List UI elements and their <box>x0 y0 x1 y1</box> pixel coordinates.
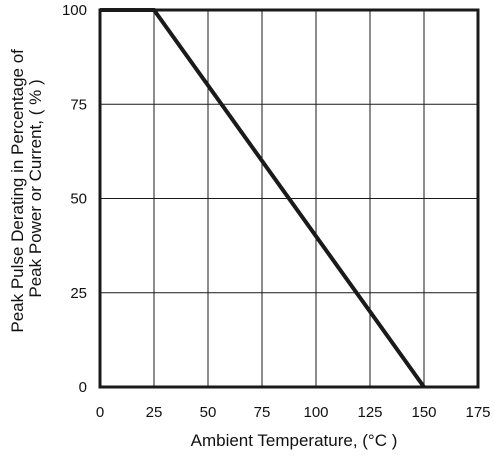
x-tick-label-125: 125 <box>357 404 382 421</box>
x-tick-label-0: 0 <box>96 404 104 421</box>
grid-lines <box>100 10 478 387</box>
x-tick-label-50: 50 <box>200 404 217 421</box>
y-tick-label-0: 0 <box>79 379 87 396</box>
y-tick-label-50: 50 <box>70 191 87 208</box>
x-tick-label-25: 25 <box>146 404 163 421</box>
x-tick-label-75: 75 <box>254 404 271 421</box>
x-axis-title: Ambient Temperature, (°C ) <box>191 431 398 450</box>
x-tick-labels: 0 25 50 75 100 125 150 175 <box>96 404 491 421</box>
y-axis-title-line-2: Peak Power or Current, ( % ) <box>26 79 45 297</box>
y-tick-label-25: 25 <box>70 285 87 302</box>
x-tick-label-100: 100 <box>303 404 328 421</box>
y-tick-labels: 0 25 50 75 100 <box>62 2 87 396</box>
x-tick-label-175: 175 <box>465 404 490 421</box>
y-axis-title: Peak Pulse Derating in Percentage of Pea… <box>8 44 45 332</box>
plot-frame <box>98 8 480 389</box>
y-tick-label-100: 100 <box>62 2 87 19</box>
x-tick-label-150: 150 <box>411 404 436 421</box>
y-tick-label-75: 75 <box>70 96 87 113</box>
y-axis-title-line-1: Peak Pulse Derating in Percentage of <box>8 49 27 333</box>
